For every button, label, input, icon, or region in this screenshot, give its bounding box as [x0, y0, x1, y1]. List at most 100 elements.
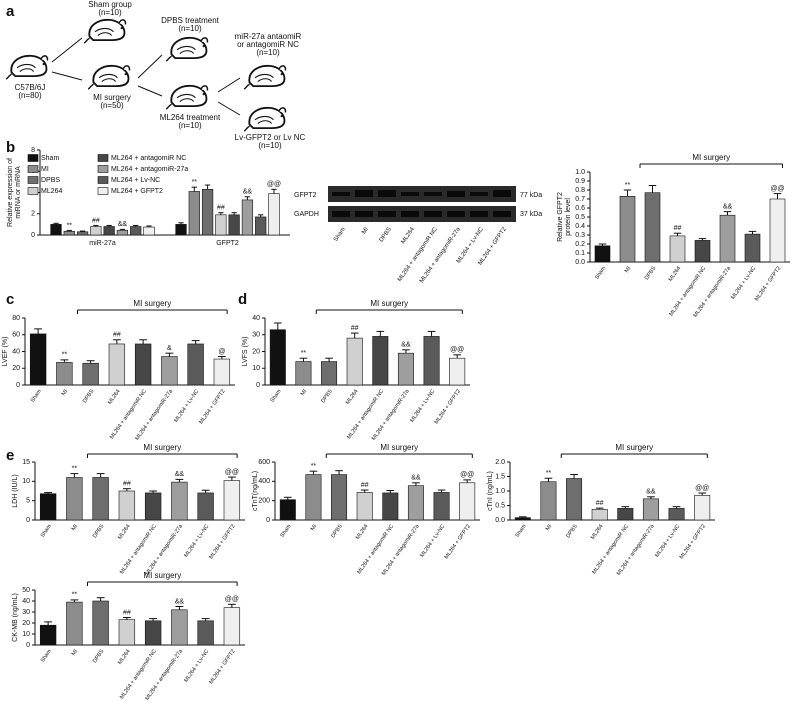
bar: [63, 230, 75, 236]
bar: [769, 198, 786, 263]
x-tick-label: ML264 + GFPT2: [754, 266, 782, 303]
bar: [346, 337, 363, 386]
significance-marker: @@: [460, 472, 474, 479]
bar: [144, 492, 162, 521]
x-tick-label: Sham: [514, 523, 527, 539]
blot-size-label: 77 kDa: [520, 192, 542, 199]
x-tick-label: ML264: [345, 389, 360, 406]
x-tick-label: MI: [71, 523, 80, 532]
y-axis-label: miRNA or mRNA: [15, 166, 22, 219]
y-tick-label: 50: [22, 587, 30, 594]
bar: [719, 214, 736, 263]
significance-marker: @@: [225, 469, 239, 476]
x-tick-label: ML264 + GFPT2: [208, 649, 236, 686]
blot-band-label: GFPT2: [294, 192, 317, 199]
legend-label: ML264 + Lv-NC: [111, 177, 160, 184]
significance-marker: ##: [351, 325, 359, 332]
lane-label: ML264 + antagomiR-27a: [419, 226, 462, 284]
legend-label: Sham: [41, 155, 59, 162]
bar: [669, 235, 686, 263]
connectors: [51, 37, 241, 116]
x-tick-label: DPBS: [330, 523, 344, 539]
y-tick-label: 10: [22, 631, 30, 638]
significance-marker: ##: [674, 225, 682, 232]
diagram-label: or antagomiR NC: [237, 40, 299, 49]
x-tick-label: ML264: [355, 524, 370, 541]
bar: [130, 226, 142, 236]
bar: [566, 478, 583, 521]
x-tick-label: DPBS: [92, 523, 106, 539]
y-tick-label: 0.9: [575, 178, 585, 185]
y-tick-label: 0: [26, 517, 30, 524]
y-axis-label: LVFS (%): [242, 337, 249, 367]
bar: [197, 492, 214, 521]
significance-marker: &&: [118, 221, 128, 228]
significance-marker: **: [72, 465, 78, 472]
y-tick-label: 0.0: [575, 259, 585, 266]
y-axis-label: protein level: [565, 198, 572, 236]
significance-marker: **: [546, 470, 552, 477]
y-axis-label: Relative GFPT2: [557, 192, 564, 242]
y-axis-label: Relative expression of: [7, 158, 14, 227]
mouse-icon: [88, 64, 131, 90]
legend-label: ML264 + antagomiR-27a: [111, 166, 188, 173]
x-tick-label: ML264 + Lv-NC: [409, 389, 436, 424]
x-tick-label: Sham: [279, 523, 292, 539]
diagram-label: (n=10): [256, 48, 280, 57]
y-tick-label: 8: [31, 147, 35, 154]
y-axis-label: LVEF (%): [2, 337, 9, 367]
x-tick-label: MI: [310, 523, 319, 532]
significance-marker: ##: [123, 481, 131, 488]
x-tick-label: DPBS: [644, 265, 658, 281]
significance-marker: **: [67, 222, 73, 229]
x-tick-label: ML264 + GFPT2: [198, 389, 226, 426]
y-tick-label: 0.8: [575, 187, 585, 194]
y-tick-label: 10: [22, 478, 30, 485]
lane-label: ML264: [400, 226, 416, 245]
bar: [76, 231, 89, 236]
y-tick-label: 60: [12, 332, 20, 339]
y-tick-label: 1.5: [495, 473, 505, 480]
bar: [39, 493, 57, 521]
significance-marker: ##: [92, 217, 100, 224]
y-tick-label: 20: [12, 365, 20, 372]
blot-size-label: 37 kDa: [520, 211, 542, 218]
bar: [171, 609, 188, 646]
legend-swatch: [27, 176, 39, 184]
significance-marker: ##: [113, 332, 121, 339]
bar: [321, 361, 338, 386]
bar: [305, 474, 322, 521]
y-tick-label: 0.4: [575, 223, 585, 230]
legend-swatch: [27, 187, 39, 195]
bar: [39, 624, 57, 646]
bar: [215, 214, 227, 236]
lane-label: MI: [361, 226, 370, 235]
y-tick-label: 40: [12, 348, 20, 355]
significance-marker: **: [72, 592, 78, 599]
legend-swatch: [27, 165, 39, 173]
bar: [116, 229, 129, 236]
legend-label: ML264 + antagomiR NC: [111, 155, 186, 162]
significance-marker: ##: [361, 482, 369, 489]
bar: [118, 490, 136, 521]
bar: [268, 193, 280, 236]
x-tick-label: GFPT2: [216, 240, 239, 247]
diagram-label: (n=10): [258, 141, 282, 150]
bar: [50, 224, 62, 236]
y-tick-label: 0.0: [495, 517, 505, 524]
panel-label: e: [6, 447, 14, 464]
panel-label: a: [6, 3, 15, 20]
bar: [269, 329, 286, 386]
bar: [514, 517, 531, 521]
diagram: Sham group (n=10) DPBS treatment (n=10) …: [6, 0, 306, 150]
y-tick-label: 15: [22, 459, 30, 466]
bar: [161, 356, 178, 386]
bar: [668, 508, 685, 521]
x-tick-label: MI: [61, 388, 70, 397]
y-axis-label: LDH (IU/L): [12, 474, 19, 507]
x-tick-label: ML264 + Lv-NC: [173, 389, 200, 424]
lane-label: ML264 + antagomiR NC: [397, 226, 439, 283]
bar: [617, 508, 634, 521]
x-tick-label: ML264 + Lv-NC: [419, 524, 446, 559]
